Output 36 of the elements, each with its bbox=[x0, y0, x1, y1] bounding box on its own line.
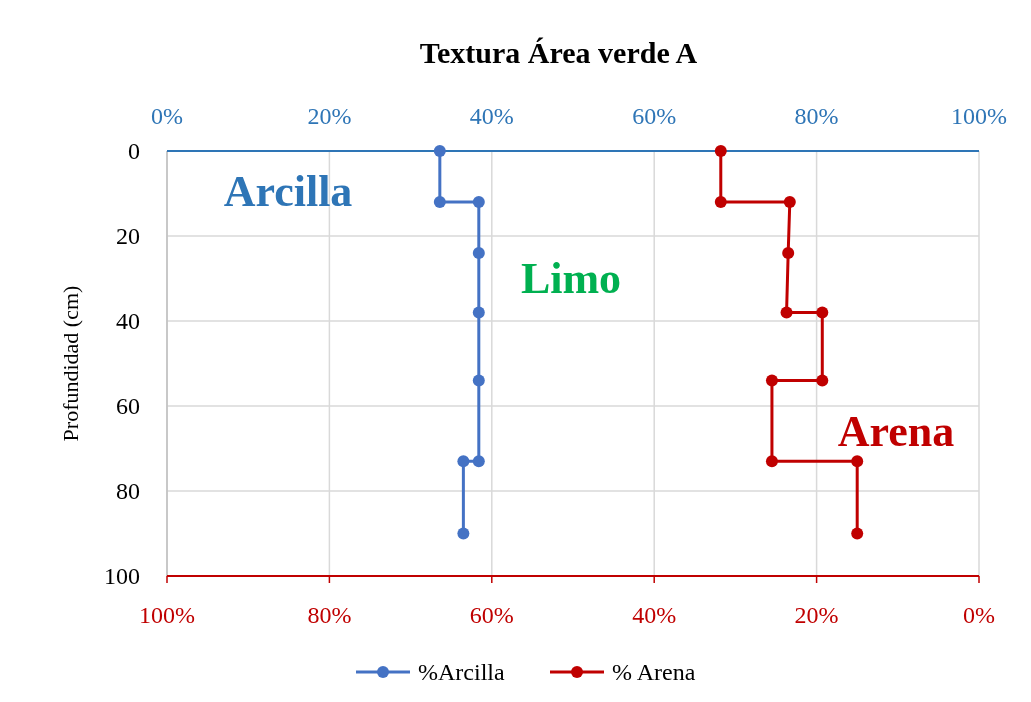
x2-tick-label: 80% bbox=[794, 103, 839, 129]
x-tick-label: 60% bbox=[469, 602, 514, 628]
y-tick-label: 60 bbox=[116, 393, 140, 419]
x2-tick-label: 60% bbox=[632, 103, 677, 129]
point bbox=[816, 374, 829, 387]
point bbox=[851, 455, 864, 468]
point bbox=[783, 196, 796, 208]
y-tick-label: 40 bbox=[116, 308, 140, 334]
y-tick-label: 0 bbox=[128, 138, 140, 164]
point bbox=[782, 247, 795, 259]
y-tick-label: 80 bbox=[116, 478, 140, 504]
annotation: Arena bbox=[837, 407, 955, 456]
point bbox=[851, 527, 864, 540]
y-axis-title: Profundidad (cm) bbox=[58, 285, 83, 442]
point bbox=[714, 196, 727, 208]
x2-tick-label: 20% bbox=[307, 103, 352, 129]
point bbox=[780, 306, 793, 319]
chart-title: Textura Área verde A bbox=[419, 36, 698, 69]
point bbox=[765, 374, 778, 387]
y-tick-label: 100 bbox=[104, 563, 140, 589]
x-tick-label: 20% bbox=[794, 602, 839, 628]
x-tick-label: 100% bbox=[139, 602, 195, 628]
x-tick-label: 80% bbox=[307, 602, 352, 628]
x-tick-label: 0% bbox=[963, 602, 995, 628]
x-tick-label: 40% bbox=[632, 602, 677, 628]
y-tick-label: 20 bbox=[116, 223, 140, 249]
x2-tick-label: 0% bbox=[151, 103, 183, 129]
legend-label: % Arena bbox=[612, 659, 696, 685]
x2-tick-label: 100% bbox=[951, 103, 1007, 129]
point bbox=[765, 455, 778, 468]
x2-tick-label: 40% bbox=[469, 103, 514, 129]
point bbox=[816, 306, 829, 319]
annotation: Limo bbox=[520, 254, 622, 303]
point bbox=[714, 145, 727, 157]
legend-label: %Arcilla bbox=[418, 659, 505, 685]
annotation: Arcilla bbox=[223, 167, 353, 216]
